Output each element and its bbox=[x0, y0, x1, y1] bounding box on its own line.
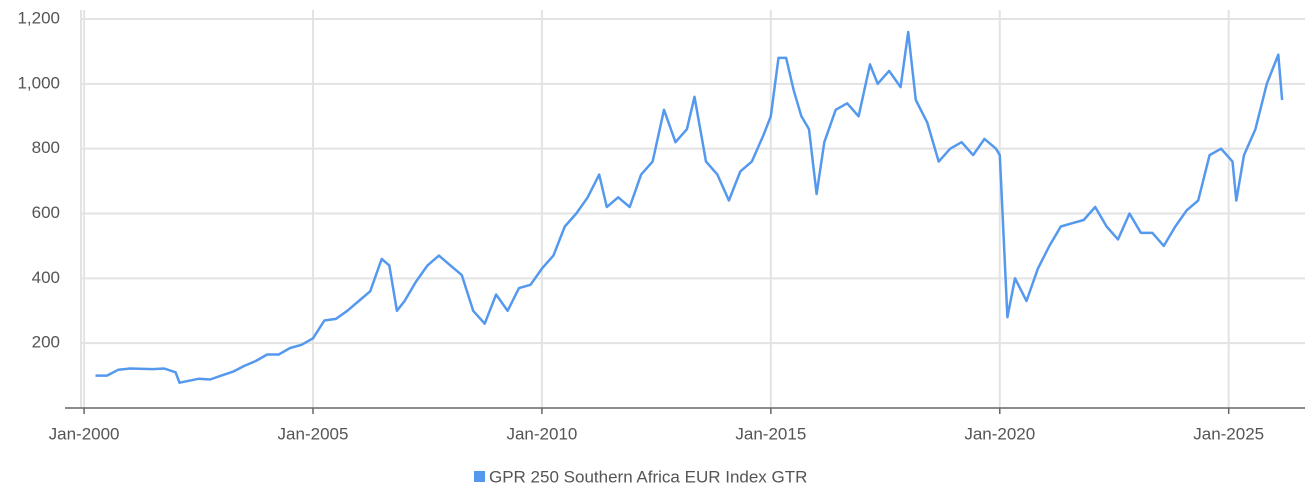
x-tick-label: Jan-2005 bbox=[278, 424, 349, 443]
y-tick-label: 1,000 bbox=[17, 73, 60, 92]
legend-label: GPR 250 Southern Africa EUR Index GTR bbox=[489, 467, 807, 486]
x-tick-label: Jan-2000 bbox=[49, 424, 120, 443]
y-tick-label: 200 bbox=[32, 333, 60, 352]
x-tick-label: Jan-2010 bbox=[506, 424, 577, 443]
legend-swatch bbox=[474, 471, 485, 482]
line-series bbox=[95, 30, 1284, 384]
y-tick-label: 800 bbox=[32, 138, 60, 157]
x-tick-label: Jan-2025 bbox=[1193, 424, 1264, 443]
x-tick-label: Jan-2015 bbox=[735, 424, 806, 443]
x-tick-label: Jan-2020 bbox=[964, 424, 1035, 443]
y-tick-label: 400 bbox=[32, 268, 60, 287]
y-tick-label: 1,200 bbox=[17, 8, 60, 27]
y-tick-label: 600 bbox=[32, 203, 60, 222]
